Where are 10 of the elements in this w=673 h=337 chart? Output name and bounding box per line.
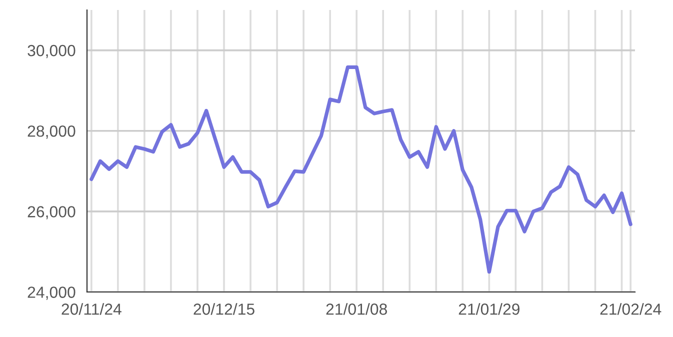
x-tick-label: 20/12/15 [194, 303, 254, 315]
x-tick-label: 21/01/08 [326, 303, 387, 315]
y-tick-label: 28,000 [28, 125, 76, 139]
y-tick-label: 26,000 [28, 206, 76, 220]
line-series [90, 65, 632, 274]
y-tick-label: 24,000 [28, 286, 76, 300]
x-tick-label: 21/01/29 [458, 303, 520, 315]
y-tick-label: 30,000 [28, 44, 76, 58]
x-tick-label: 20/11/24 [62, 303, 122, 315]
x-tick-label: 21/02/24 [600, 303, 662, 315]
